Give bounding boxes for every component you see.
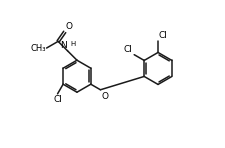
Text: Cl: Cl <box>124 45 133 54</box>
Text: CH₃: CH₃ <box>30 44 46 53</box>
Text: N: N <box>60 41 67 50</box>
Text: O: O <box>101 92 108 101</box>
Text: O: O <box>66 22 73 31</box>
Text: H: H <box>71 41 76 47</box>
Text: Cl: Cl <box>159 31 168 40</box>
Text: Cl: Cl <box>53 95 62 104</box>
